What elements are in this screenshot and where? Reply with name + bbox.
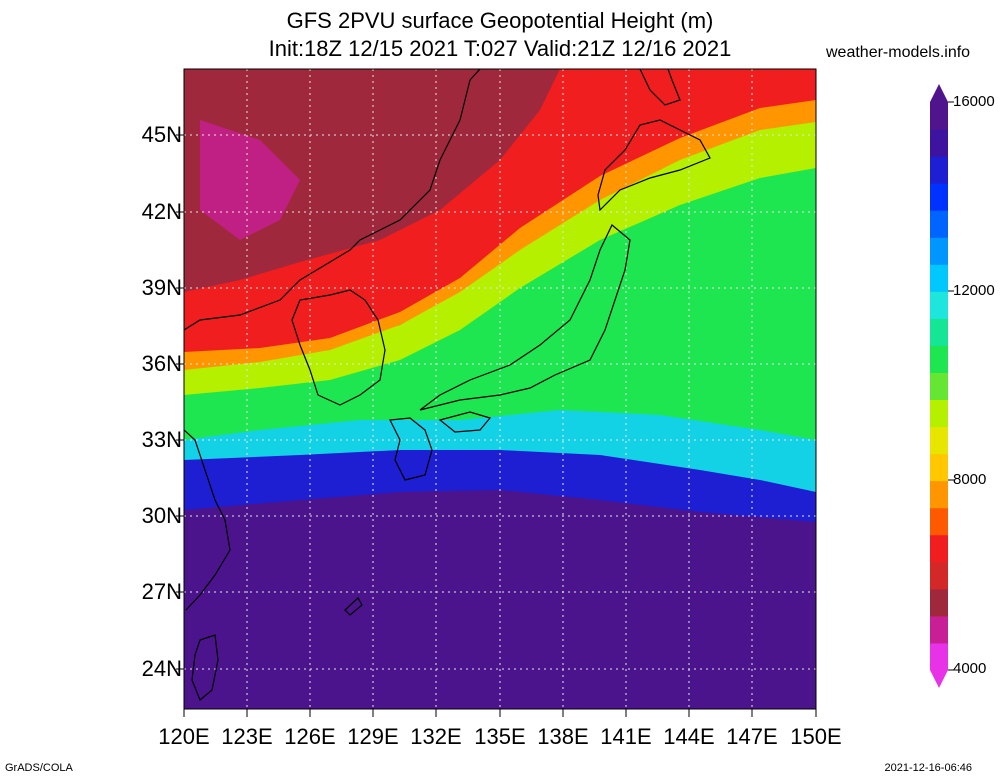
colorbar-segment (930, 426, 948, 455)
lon-label-144e: 144E (663, 724, 715, 749)
lat-label-42n: 42N (141, 199, 182, 224)
height-field (184, 69, 816, 709)
colorbar-segment (930, 372, 948, 401)
colorbar-segment (930, 534, 948, 563)
lon-label-138e: 138E (537, 724, 589, 749)
colorbar (930, 84, 954, 688)
colorbar-segment (930, 183, 948, 211)
colorbar-min-arrow (930, 670, 948, 688)
lat-label-36n: 36N (141, 351, 182, 376)
lon-label-123e: 123E (221, 724, 273, 749)
colorbar-segment (930, 102, 948, 130)
footer-timestamp: 2021-12-16-06:46 (884, 762, 972, 774)
colorbar-segment (930, 399, 948, 428)
footer-credit: GrADS/COLA (5, 762, 73, 774)
colorbar-label-4000: 4000 (953, 660, 987, 677)
lon-label-147e: 147E (726, 724, 778, 749)
lat-label-30n: 30N (141, 503, 182, 528)
colorbar-segment (930, 453, 948, 482)
lon-label-129e: 129E (347, 724, 399, 749)
colorbar-segment (930, 345, 948, 373)
colorbar-segment (930, 588, 948, 617)
colorbar-label-12000: 12000 (953, 282, 995, 299)
colorbar-segment (930, 480, 948, 509)
colorbar-segment (930, 237, 948, 265)
colorbar-segment (930, 156, 948, 184)
lat-label-45n: 45N (141, 122, 182, 147)
colorbar-segment (930, 318, 948, 346)
axis-ticks (176, 134, 817, 717)
coastlines (184, 69, 711, 701)
colorbar-segment (930, 291, 948, 319)
chart-title-line1: GFS 2PVU surface Geopotential Height (m) (286, 8, 714, 33)
colorbar-segment (930, 642, 948, 671)
colorbar-segment (930, 615, 948, 644)
colorbar-segment (930, 264, 948, 292)
colorbar-segment (930, 129, 948, 157)
colorbar-segment (930, 210, 948, 238)
lon-label-135e: 135E (474, 724, 526, 749)
colorbar-max-arrow (930, 84, 948, 102)
site-watermark[interactable]: weather-models.info (826, 44, 971, 61)
lon-label-150e: 150E (790, 724, 842, 749)
lat-label-33n: 33N (141, 427, 182, 452)
graticule (184, 69, 816, 709)
lon-label-126e: 126E (284, 724, 336, 749)
lon-label-120e: 120E (158, 724, 210, 749)
lat-label-27n: 27N (141, 579, 182, 604)
colorbar-label-16000: 16000 (953, 93, 995, 110)
colorbar-segment (930, 507, 948, 536)
chart-title-line2: Init:18Z 12/15 2021 T:027 Valid:21Z 12/1… (268, 36, 732, 61)
lon-label-141e: 141E (600, 724, 652, 749)
lat-label-39n: 39N (141, 275, 182, 300)
lon-label-132e: 132E (410, 724, 462, 749)
colorbar-segment (930, 561, 948, 590)
colorbar-label-8000: 8000 (953, 471, 987, 488)
lat-label-24n: 24N (141, 656, 182, 681)
